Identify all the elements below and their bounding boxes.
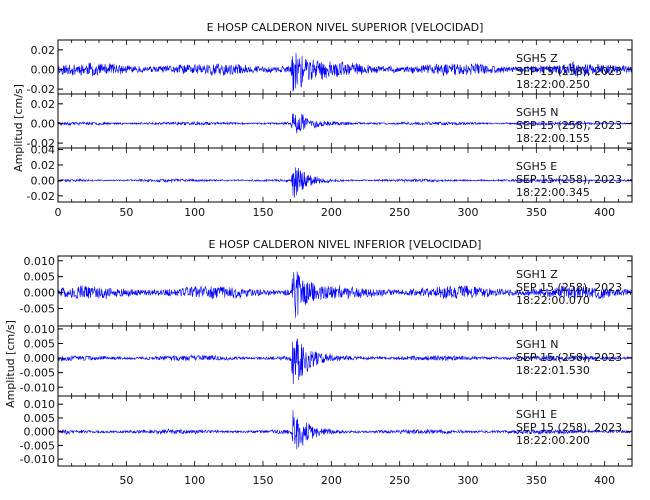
station-label: SGH5 E	[516, 160, 557, 173]
time-label: 18:22:00.155	[516, 132, 590, 145]
station-label: SGH5 Z	[516, 52, 558, 65]
y-tick-label: 0.04	[31, 144, 56, 157]
date-label: SEP 15 (258), 2023	[516, 173, 622, 186]
x-tick-label: 400	[594, 474, 615, 487]
y-tick-label: 0.005	[24, 338, 56, 351]
waveform-trace	[57, 167, 633, 198]
waveform-trace	[57, 271, 633, 318]
waveform-trace	[57, 113, 633, 134]
station-label: SGH5 N	[516, 106, 559, 119]
y-tick-label: 0.010	[24, 255, 56, 268]
chart-title: E HOSP CALDERON NIVEL INFERIOR [VELOCIDA…	[209, 238, 482, 251]
y-tick-label: 0.00	[31, 63, 56, 76]
y-tick-label: 0.010	[24, 323, 56, 336]
x-tick-label: 0	[55, 206, 62, 219]
x-tick-label: 250	[389, 474, 410, 487]
y-tick-label: -0.010	[20, 453, 55, 466]
y-tick-label: 0.000	[24, 426, 56, 439]
y-axis-label: Amplitud [cm/s]	[4, 320, 17, 408]
y-tick-label: 0.010	[24, 398, 56, 411]
x-tick-label: 200	[321, 474, 342, 487]
y-tick-label: -0.02	[27, 83, 55, 96]
x-tick-label: 150	[253, 474, 274, 487]
y-tick-label: -0.02	[27, 190, 55, 203]
y-tick-label: 0.00	[31, 117, 56, 130]
date-label: SEP 15 (258), 2023	[516, 281, 622, 294]
x-tick-label: 300	[458, 474, 479, 487]
y-tick-label: 0.02	[31, 44, 56, 57]
station-label: SGH1 Z	[516, 268, 558, 281]
y-tick-label: -0.010	[20, 381, 55, 394]
x-tick-label: 50	[119, 474, 133, 487]
x-tick-label: 200	[321, 206, 342, 219]
y-tick-label: 0.005	[24, 271, 56, 284]
waveform-trace	[57, 410, 633, 450]
waveform-trace	[57, 52, 633, 92]
x-tick-label: 300	[458, 206, 479, 219]
x-tick-label: 100	[184, 206, 205, 219]
station-label: SGH1 E	[516, 408, 557, 421]
y-tick-label: -0.005	[20, 439, 55, 452]
time-label: 18:22:00.070	[516, 294, 590, 307]
time-label: 18:22:00.345	[516, 186, 590, 199]
y-tick-label: 0.000	[24, 287, 56, 300]
time-label: 18:22:00.200	[516, 434, 590, 447]
date-label: SEP 15 (258), 2023	[516, 351, 622, 364]
y-tick-label: 0.005	[24, 412, 56, 425]
x-tick-label: 400	[594, 206, 615, 219]
date-label: SEP 15 (258), 2023	[516, 421, 622, 434]
x-tick-label: 350	[526, 206, 547, 219]
date-label: SEP 15 (258), 2023	[516, 65, 622, 78]
chart-title: E HOSP CALDERON NIVEL SUPERIOR [VELOCIDA…	[207, 21, 484, 34]
x-tick-label: 50	[119, 206, 133, 219]
date-label: SEP 15 (258), 2023	[516, 119, 622, 132]
y-tick-label: -0.005	[20, 367, 55, 380]
chart-panel-inferior: E HOSP CALDERON NIVEL INFERIOR [VELOCIDA…	[4, 238, 633, 487]
station-label: SGH1 N	[516, 338, 559, 351]
time-label: 18:22:01.530	[516, 364, 590, 377]
x-tick-label: 100	[184, 474, 205, 487]
time-label: 18:22:00.250	[516, 78, 590, 91]
y-tick-label: -0.02	[27, 137, 55, 150]
x-axis: 50 100 150 200 250 300 350 400	[119, 474, 615, 487]
chart-panel-superior: E HOSP CALDERON NIVEL SUPERIOR [VELOCIDA…	[12, 21, 633, 219]
y-tick-label: 0.02	[31, 98, 56, 111]
y-tick-label: 0.000	[24, 352, 56, 365]
x-axis: 0 50 100 150 200 250 300 350 400	[55, 206, 616, 219]
x-tick-label: 350	[526, 474, 547, 487]
x-tick-label: 150	[253, 206, 274, 219]
waveform-trace	[57, 338, 633, 385]
y-tick-label: 0.02	[31, 159, 56, 172]
x-tick-label: 250	[389, 206, 410, 219]
y-tick-label: -0.005	[20, 303, 55, 316]
y-axis-label: Amplitud [cm/s]	[12, 84, 25, 172]
y-tick-label: 0.00	[31, 174, 56, 187]
